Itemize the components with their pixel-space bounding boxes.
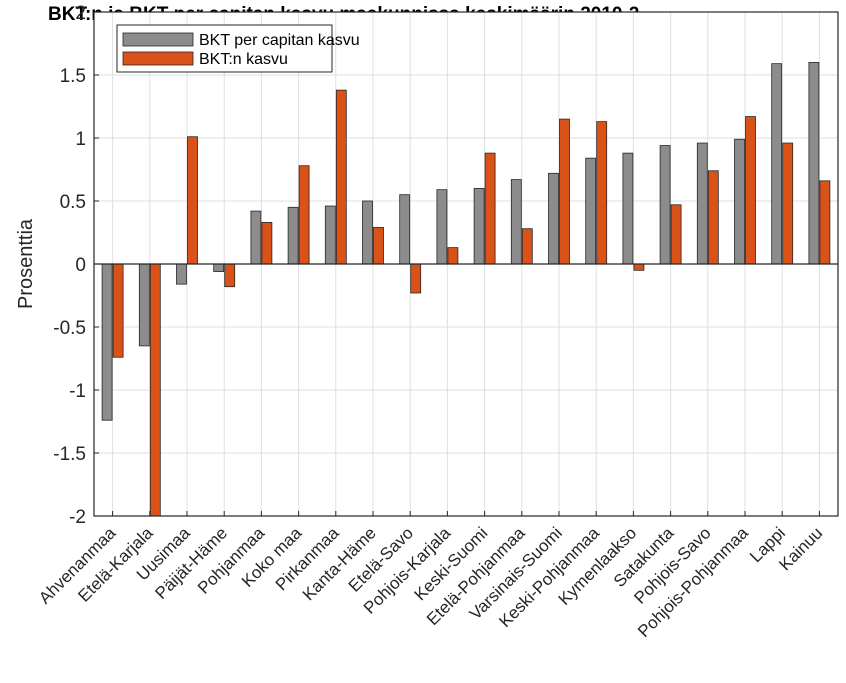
- bar-per-capita-10: [473, 187, 485, 265]
- bar-gdp-6: [335, 89, 347, 265]
- bar-gdp-12: [559, 118, 570, 265]
- y-axis: -2 -1.5 -1 -0.5 0 0.5 1 1.5 2: [53, 3, 99, 528]
- y-tick-label: 1.5: [60, 66, 86, 87]
- legend-swatch-per-capita: [122, 32, 194, 47]
- bar-per-capita-12: [548, 172, 559, 265]
- y-tick-label: 2: [75, 3, 86, 24]
- bar-gdp-3: [224, 263, 236, 288]
- bars: [101, 62, 831, 517]
- bar-per-capita-11: [510, 179, 522, 265]
- bar-per-capita-18: [771, 63, 783, 265]
- bar-gdp-0: [112, 263, 124, 358]
- y-tick-label: 1: [75, 129, 86, 150]
- bar-gdp-11: [521, 228, 533, 265]
- bar-gdp-14: [633, 263, 645, 271]
- bar-per-capita-1: [138, 263, 150, 347]
- bar-gdp-5: [298, 165, 310, 265]
- legend: BKT per capitan kasvu BKT:n kasvu: [116, 24, 360, 73]
- bar-gdp-2: [187, 136, 198, 265]
- bar-per-capita-19: [808, 62, 820, 265]
- bar-gdp-8: [410, 263, 422, 294]
- bar-gdp-7: [373, 227, 384, 265]
- bar-per-capita-8: [399, 194, 411, 265]
- bar-per-capita-13: [585, 157, 597, 265]
- bar-gdp-9: [447, 247, 459, 265]
- bar-gdp-18: [782, 142, 794, 265]
- y-tick-label: -0.5: [53, 318, 86, 339]
- bar-gdp-4: [261, 222, 273, 265]
- bar-gdp-10: [484, 152, 496, 265]
- bar-gdp-16: [707, 170, 719, 265]
- bar-gdp-17: [745, 116, 756, 265]
- bar-per-capita-6: [324, 205, 336, 265]
- plot-area: [93, 11, 839, 517]
- bar-gdp-13: [596, 121, 608, 265]
- bar-per-capita-0: [101, 263, 113, 421]
- y-tick-label: 0: [75, 255, 86, 276]
- bar-per-capita-9: [436, 189, 448, 265]
- bar-per-capita-4: [250, 210, 262, 265]
- y-axis-label: Prosenttia: [15, 218, 37, 309]
- bar-gdp-15: [670, 204, 682, 265]
- bar-per-capita-17: [734, 138, 745, 265]
- bar-per-capita-5: [287, 206, 299, 265]
- legend-label-gdp: BKT:n kasvu: [199, 51, 288, 68]
- bar-gdp-1: [149, 263, 161, 517]
- y-tick-label: -1: [69, 381, 86, 402]
- bar-per-capita-14: [622, 152, 634, 265]
- y-tick-label: -2: [69, 507, 86, 528]
- bar-per-capita-16: [696, 142, 708, 265]
- bar-per-capita-15: [659, 145, 671, 265]
- bar-per-capita-2: [176, 263, 187, 285]
- legend-swatch-gdp: [122, 51, 194, 66]
- bar-per-capita-3: [213, 263, 225, 272]
- legend-label-per-capita: BKT per capitan kasvu: [199, 32, 360, 49]
- bar-per-capita-7: [362, 200, 373, 265]
- y-tick-label: -1.5: [53, 444, 86, 465]
- y-tick-label: 0.5: [60, 192, 86, 213]
- bar-gdp-19: [819, 180, 831, 265]
